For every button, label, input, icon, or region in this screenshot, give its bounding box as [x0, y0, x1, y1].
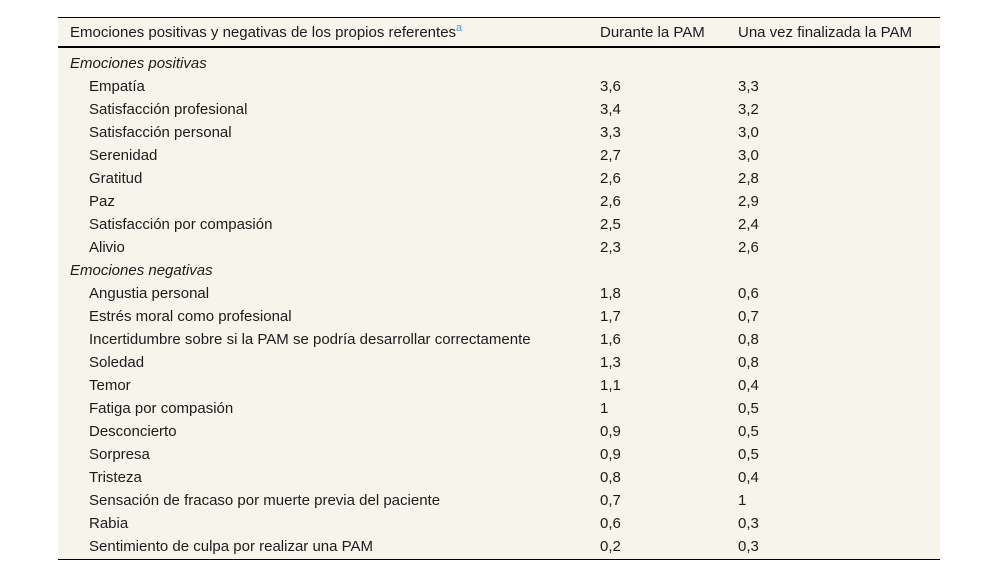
after-value-cell: 2,4 — [738, 216, 759, 233]
table-row: Estrés moral como profesional 1,7 0,7 — [58, 305, 940, 328]
during-value-cell: 1,6 — [600, 331, 621, 348]
emotion-label-cell: Empatía — [89, 78, 145, 95]
emotion-label-cell: Desconcierto — [89, 423, 177, 440]
column-header-after: Una vez finalizada la PAM — [738, 23, 912, 41]
table-row: Sentimiento de culpa por realizar una PA… — [58, 535, 940, 558]
during-value-cell: 3,4 — [600, 101, 621, 118]
emotion-label-cell: Estrés moral como profesional — [89, 308, 292, 325]
during-value-cell: 1,8 — [600, 285, 621, 302]
after-value-cell: 0,5 — [738, 423, 759, 440]
table-row: Fatiga por compasión 1 0,5 — [58, 397, 940, 420]
during-value-cell: 0,2 — [600, 538, 621, 555]
after-value-cell: 0,4 — [738, 469, 759, 486]
table-row: Desconcierto 0,9 0,5 — [58, 420, 940, 443]
table-row: Paz 2,6 2,9 — [58, 190, 940, 213]
after-value-cell: 0,5 — [738, 400, 759, 417]
emotion-label-cell: Emociones negativas — [70, 262, 213, 279]
table-row: Alivio 2,3 2,6 — [58, 236, 940, 259]
during-value-cell: 0,6 — [600, 515, 621, 532]
during-value-cell: 2,3 — [600, 239, 621, 256]
table-row: Satisfacción personal 3,3 3,0 — [58, 121, 940, 144]
during-value-cell: 3,6 — [600, 78, 621, 95]
table-row: Temor 1,1 0,4 — [58, 374, 940, 397]
table-row: Angustia personal 1,8 0,6 — [58, 282, 940, 305]
after-value-cell: 3,3 — [738, 78, 759, 95]
table-row: Satisfacción por compasión 2,5 2,4 — [58, 213, 940, 236]
during-value-cell: 2,6 — [600, 193, 621, 210]
after-value-cell: 0,3 — [738, 515, 759, 532]
emotion-label-cell: Soledad — [89, 354, 145, 371]
during-value-cell: 0,9 — [600, 423, 621, 440]
during-value-cell: 0,9 — [600, 446, 621, 463]
table-header-row: Emociones positivas y negativas de los p… — [58, 18, 940, 48]
emotion-label-cell: Angustia personal — [89, 285, 210, 302]
after-value-cell: 3,0 — [738, 147, 759, 164]
emotion-label-cell: Emociones positivas — [70, 55, 207, 72]
emotion-label-cell: Fatiga por compasión — [89, 400, 234, 417]
emotion-label-cell: Satisfacción profesional — [89, 101, 248, 118]
during-value-cell: 1 — [600, 400, 609, 417]
emotion-label-cell: Sensación de fracaso por muerte previa d… — [89, 492, 441, 509]
during-value-cell: 2,7 — [600, 147, 621, 164]
after-value-cell: 0,7 — [738, 308, 759, 325]
after-value-cell: 3,0 — [738, 124, 759, 141]
table-row: Gratitud 2,6 2,8 — [58, 167, 940, 190]
after-value-cell: 2,8 — [738, 170, 759, 187]
emotion-label-cell: Satisfacción por compasión — [89, 216, 273, 233]
emotion-label-cell: Sorpresa — [89, 446, 150, 463]
after-value-cell: 0,8 — [738, 354, 759, 371]
emotion-label-cell: Serenidad — [89, 147, 158, 164]
emotion-label-cell: Gratitud — [89, 170, 143, 187]
table-row: Sorpresa 0,9 0,5 — [58, 443, 940, 466]
footnote-marker-link[interactable]: a — [456, 21, 463, 34]
after-value-cell: 0,3 — [738, 538, 759, 555]
emotion-label-cell: Alivio — [89, 239, 125, 256]
results-table: Emociones positivas y negativas de los p… — [58, 17, 940, 560]
table-row: Rabia 0,6 0,3 — [58, 512, 940, 535]
after-value-cell: 2,6 — [738, 239, 759, 256]
after-value-cell: 0,5 — [738, 446, 759, 463]
emotion-label-cell: Satisfacción personal — [89, 124, 232, 141]
table-row: Incertidumbre sobre si la PAM se podría … — [58, 328, 940, 351]
column-header-emotions: Emociones positivas y negativas de los p… — [58, 21, 600, 44]
table-row: Tristeza 0,8 0,4 — [58, 466, 940, 489]
after-value-cell: 0,4 — [738, 377, 759, 394]
table-row: Sensación de fracaso por muerte previa d… — [58, 489, 940, 512]
after-value-cell: 0,6 — [738, 285, 759, 302]
table-row: Emociones negativas — [58, 259, 940, 282]
after-value-cell: 2,9 — [738, 193, 759, 210]
table-row: Emociones positivas — [58, 52, 940, 75]
during-value-cell: 0,8 — [600, 469, 621, 486]
table-row: Satisfacción profesional 3,4 3,2 — [58, 98, 940, 121]
column-header-during: Durante la PAM — [600, 23, 705, 41]
emotion-label-cell: Rabia — [89, 515, 129, 532]
emotion-label-cell: Paz — [89, 193, 115, 210]
during-value-cell: 1,1 — [600, 377, 621, 394]
during-value-cell: 2,5 — [600, 216, 621, 233]
emotion-label-cell: Temor — [89, 377, 131, 394]
column-header-emotions-label: Emociones positivas y negativas de los p… — [70, 23, 457, 41]
during-value-cell: 0,7 — [600, 492, 621, 509]
during-value-cell: 3,3 — [600, 124, 621, 141]
after-value-cell: 0,8 — [738, 331, 759, 348]
table-row: Soledad 1,3 0,8 — [58, 351, 940, 374]
after-value-cell: 1 — [738, 492, 747, 509]
during-value-cell: 1,3 — [600, 354, 621, 371]
during-value-cell: 1,7 — [600, 308, 621, 325]
emotion-label-cell: Incertidumbre sobre si la PAM se podría … — [89, 331, 531, 348]
table-body: Emociones positivas Empatía 3,6 3,3 Sati… — [58, 48, 940, 558]
after-value-cell: 3,2 — [738, 101, 759, 118]
table-row: Serenidad 2,7 3,0 — [58, 144, 940, 167]
during-value-cell: 2,6 — [600, 170, 621, 187]
table-row: Empatía 3,6 3,3 — [58, 75, 940, 98]
emotion-label-cell: Sentimiento de culpa por realizar una PA… — [89, 538, 374, 555]
emotion-label-cell: Tristeza — [89, 469, 142, 486]
